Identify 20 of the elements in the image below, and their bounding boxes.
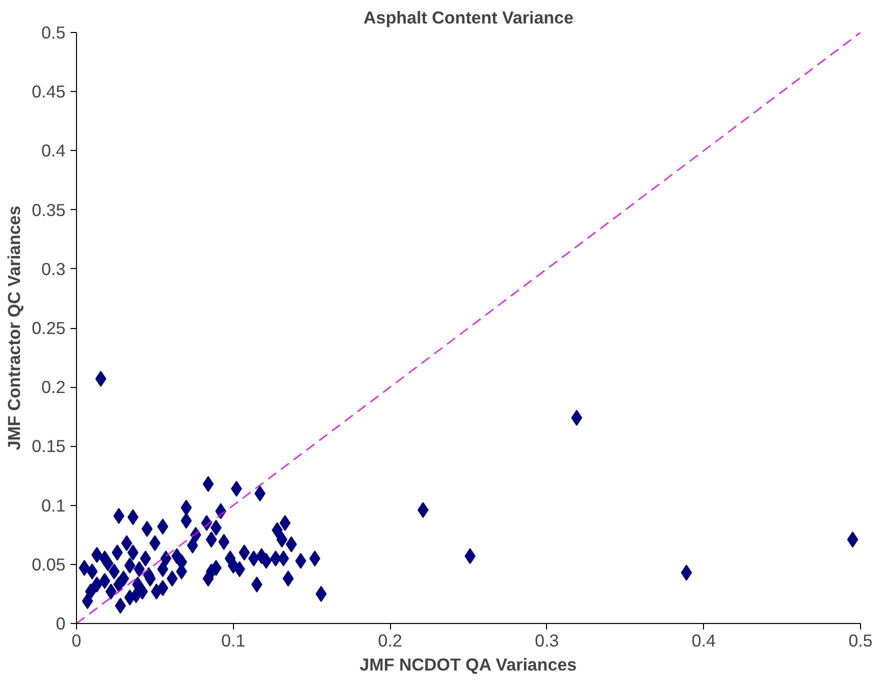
y-tick-label: 0.05 [32,554,66,574]
y-tick-label: 0.1 [41,495,66,516]
x-tick-label: 0 [72,630,82,650]
chart-title: Asphalt Content Variance [364,8,574,28]
y-tick-label: 0.3 [41,258,66,279]
y-tick-label: 0.15 [32,436,66,456]
x-tick-label: 0.1 [221,630,246,650]
y-axis-title: JMF Contractor QC Variances [4,206,24,450]
x-axis-title: JMF NCDOT QA Variances [360,654,577,674]
y-tick-label: 0.45 [32,82,66,102]
y-tick-label: 0.4 [41,140,66,161]
y-tick-label: 0.5 [41,22,66,42]
x-tick-label: 0.3 [534,630,559,650]
x-tick-label: 0.5 [848,630,873,650]
y-tick-label: 0.35 [32,200,66,220]
y-tick-label: 0.2 [41,377,66,398]
y-tick-label: 0 [56,614,66,634]
x-tick-label: 0.4 [692,630,716,650]
x-tick-label: 0.2 [378,630,402,650]
y-tick-label: 0.25 [32,318,66,338]
